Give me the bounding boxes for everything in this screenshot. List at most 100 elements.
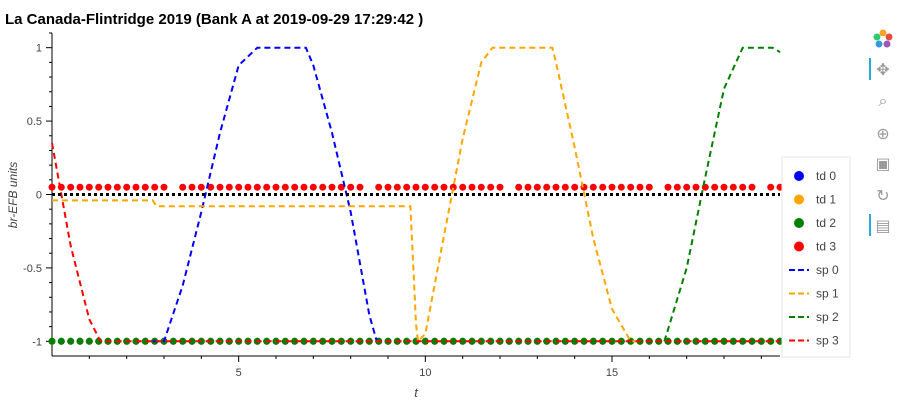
point-td-2 xyxy=(319,337,327,345)
point-td-2 xyxy=(729,337,737,345)
point-td-3 xyxy=(440,183,448,191)
hover-tool-icon[interactable]: ▤ xyxy=(869,214,894,236)
pan-tool-icon[interactable]: ✥ xyxy=(869,58,894,80)
point-td-2 xyxy=(85,337,93,345)
point-td-3 xyxy=(76,183,84,191)
bokeh-logo-icon xyxy=(873,29,893,48)
point-td-2 xyxy=(67,337,75,345)
point-td-3 xyxy=(729,183,737,191)
point-td-2 xyxy=(281,337,289,345)
point-td-3 xyxy=(571,183,579,191)
bokeh-logo-icon[interactable] xyxy=(872,28,894,50)
point-td-3 xyxy=(589,183,597,191)
point-td-2 xyxy=(571,337,579,345)
point-td-3 xyxy=(160,183,168,191)
chart-title: La Canada-Flintridge 2019 (Bank A at 201… xyxy=(5,11,423,28)
point-td-3 xyxy=(188,183,196,191)
legend-marker-td-1 xyxy=(794,194,804,205)
point-td-2 xyxy=(179,337,187,345)
point-td-3 xyxy=(207,183,215,191)
legend-marker-td-2 xyxy=(794,218,804,228)
point-td-2 xyxy=(561,337,569,345)
point-td-3 xyxy=(468,183,476,191)
point-td-2 xyxy=(188,337,196,345)
point-td-3 xyxy=(85,183,93,191)
legend: td 0 td 1 td 2 td 3 sp 0 sp 1 sp 2 sp 3 xyxy=(781,156,851,358)
point-td-3 xyxy=(179,183,187,191)
legend-label-sp-1: sp 1 xyxy=(816,287,839,301)
point-td-2 xyxy=(711,337,719,345)
point-td-3 xyxy=(216,183,224,191)
point-td-3 xyxy=(272,183,280,191)
point-td-3 xyxy=(123,183,131,191)
point-td-2 xyxy=(57,337,65,345)
point-td-3 xyxy=(347,183,355,191)
point-td-3 xyxy=(384,183,392,191)
point-td-3 xyxy=(599,183,607,191)
point-td-3 xyxy=(197,183,205,191)
legend-label-td-3: td 3 xyxy=(816,240,836,254)
point-td-3 xyxy=(524,183,532,191)
point-td-3 xyxy=(767,183,775,191)
wheel-zoom-tool-icon[interactable]: ⊕ xyxy=(876,123,890,143)
reset-tool-icon[interactable]: ↻ xyxy=(876,185,890,205)
point-td-3 xyxy=(627,183,635,191)
point-td-3 xyxy=(263,183,271,191)
point-td-3 xyxy=(328,183,336,191)
point-td-2 xyxy=(431,337,439,345)
point-td-2 xyxy=(76,337,84,345)
point-td-2 xyxy=(449,337,457,345)
point-td-3 xyxy=(645,183,653,191)
save-tool-icon[interactable]: ▣ xyxy=(875,153,891,173)
point-td-3 xyxy=(67,183,75,191)
point-td-3 xyxy=(132,183,140,191)
point-td-2 xyxy=(291,337,299,345)
point-td-3 xyxy=(151,183,159,191)
point-td-2 xyxy=(701,337,709,345)
point-td-3 xyxy=(225,183,233,191)
point-td-3 xyxy=(393,183,401,191)
point-td-3 xyxy=(375,183,383,191)
point-td-3 xyxy=(515,183,523,191)
point-td-3 xyxy=(309,183,317,191)
point-td-2 xyxy=(739,337,747,345)
point-td-2 xyxy=(468,337,476,345)
toolbar: ✥ ⌕ ⊕ ▣ ↻ ▤ xyxy=(868,28,896,248)
point-td-2 xyxy=(421,337,429,345)
point-td-2 xyxy=(141,337,149,345)
y-tick-label: 1 xyxy=(36,43,42,55)
legend-label-td-0: td 0 xyxy=(816,169,836,183)
legend-marker-td-3 xyxy=(794,241,804,252)
point-td-3 xyxy=(253,183,261,191)
point-td-2 xyxy=(440,337,448,345)
point-td-3 xyxy=(337,183,345,191)
point-td-2 xyxy=(309,337,317,345)
x-tick-label: 10 xyxy=(419,367,431,379)
point-td-3 xyxy=(683,183,691,191)
point-td-2 xyxy=(328,337,336,345)
x-tick-label: 15 xyxy=(606,367,618,379)
point-td-3 xyxy=(664,183,672,191)
legend-label-sp-3: sp 3 xyxy=(816,334,839,348)
series-line-sp-0 xyxy=(152,46,378,343)
point-td-3 xyxy=(477,183,485,191)
point-td-3 xyxy=(543,183,551,191)
y-tick-label: 0 xyxy=(36,190,42,202)
point-td-3 xyxy=(533,183,541,191)
legend-label-sp-0: sp 0 xyxy=(816,263,839,277)
point-td-3 xyxy=(748,183,756,191)
point-td-3 xyxy=(95,183,103,191)
legend-box xyxy=(781,156,851,358)
box-zoom-tool-icon[interactable]: ⌕ xyxy=(878,91,888,110)
point-td-3 xyxy=(431,183,439,191)
point-td-2 xyxy=(589,337,597,345)
point-td-3 xyxy=(113,183,121,191)
point-td-3 xyxy=(720,183,728,191)
series-line-sp-3 xyxy=(51,142,780,343)
point-td-3 xyxy=(617,183,625,191)
point-td-3 xyxy=(608,183,616,191)
point-td-3 xyxy=(291,183,299,191)
x-axis-label: t xyxy=(414,385,419,400)
point-td-3 xyxy=(459,183,467,191)
